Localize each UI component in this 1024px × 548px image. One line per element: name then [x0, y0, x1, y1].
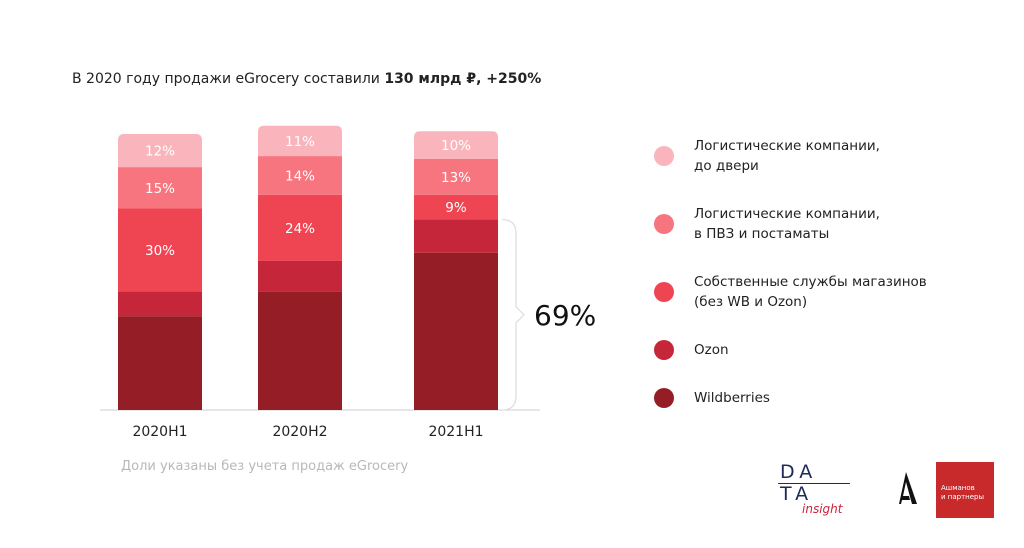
data-label: 24% [285, 221, 315, 237]
bar-segment [258, 194, 342, 261]
legend-swatch [654, 388, 674, 408]
bar-segment [118, 208, 202, 292]
data-label: 13% [441, 170, 471, 186]
x-tick-label: 2020H1 [132, 424, 187, 440]
ashmanov-arrow-logo [899, 472, 917, 504]
logo-line-1: Ашманов [941, 484, 975, 492]
legend-label: Wildberries [694, 390, 770, 406]
legend-label: Ozon [694, 342, 729, 358]
bracket-label: 69% [534, 299, 596, 332]
bar-segment [414, 219, 498, 253]
bar-segment [118, 167, 202, 209]
bar-segment [258, 291, 342, 410]
ashmanov-partners-logo: Ашманов и партнеры [936, 462, 994, 518]
data-label: 15% [145, 181, 175, 197]
logo-divider [778, 483, 850, 484]
bar-segment [258, 156, 342, 195]
bar-segment [258, 125, 342, 157]
bar-segment [258, 260, 342, 292]
bar-segment [414, 131, 498, 159]
bracket [501, 218, 525, 411]
legend-label: Собственные службы магазинов (без WB и Oz… [694, 274, 927, 310]
data-label: 9% [445, 200, 467, 216]
data-label: 10% [441, 138, 471, 154]
data-label: 30% [145, 243, 175, 259]
logo-text-top: DA [780, 461, 818, 483]
bar-segment [118, 134, 202, 168]
data-insight-logo: DA TA insight [778, 462, 858, 518]
logo-text-bottom: TA [780, 483, 814, 505]
bar-segment [414, 158, 498, 195]
logo-line-2: и партнеры [941, 493, 985, 501]
data-label: 14% [285, 168, 315, 184]
chart-title: В 2020 году продажи eGrocery составили 1… [72, 71, 542, 87]
data-label: 11% [285, 134, 315, 150]
legend-label: Логистические компании, до двери [694, 138, 880, 174]
legend-swatch [654, 340, 674, 360]
logo-insight-text: insight [802, 502, 843, 516]
legend-swatch [654, 282, 674, 302]
chart-footnote: Доли указаны без учета продаж eGrocery [121, 459, 409, 474]
bar-segment [118, 291, 202, 317]
bar-segment [118, 316, 202, 410]
bar-segment [414, 194, 498, 220]
stacked-bar-chart: 30% 15% 12% 2020H1 24% 14% 11% 2020H2 9% 13% 10% 20… [100, 125, 596, 440]
legend-label: Логистические компании, в ПВЗ и постаматы [694, 206, 880, 242]
legend-swatch [654, 146, 674, 166]
data-label: 12% [145, 144, 175, 160]
bar-segment [414, 252, 498, 410]
x-tick-label: 2020H2 [272, 424, 327, 440]
legend-swatch [654, 214, 674, 234]
x-tick-label: 2021H1 [428, 424, 483, 440]
